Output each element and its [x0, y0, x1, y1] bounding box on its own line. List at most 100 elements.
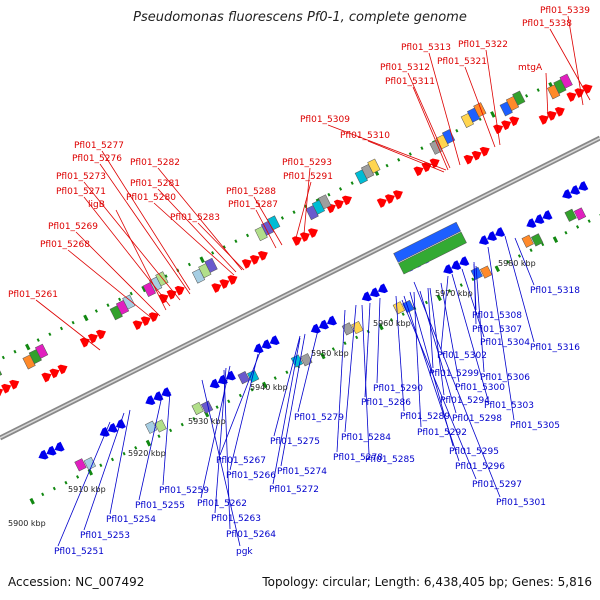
upper-tick — [385, 163, 389, 168]
reverse-gene-leader — [273, 335, 301, 437]
topology-text: Topology: circular; Length: 6,438,405 bp… — [262, 575, 592, 589]
forward-gene-leader — [83, 181, 181, 301]
feature-block-upper — [318, 194, 332, 210]
reverse-gene-leader — [344, 304, 357, 433]
reverse-gene-label: Pfl01_5263 — [211, 514, 261, 524]
upper-tick — [94, 309, 98, 313]
gene-labels: 5900 kbp 5910 kbp 5920 kbp 5930 kbp 5940 kbp… — [8, 6, 590, 557]
reverse-gene-leader — [214, 367, 227, 514]
reverse-gene-arrow — [369, 287, 380, 298]
forward-gene-arrow — [9, 379, 20, 390]
reverse-gene-label: Pfl01_5275 — [270, 437, 320, 447]
reverse-gene-arrow — [253, 343, 264, 354]
upper-tick — [245, 233, 250, 238]
forward-gene-leader — [99, 163, 191, 295]
map-tracks — [0, 15, 600, 547]
lower-tick — [541, 242, 545, 247]
reverse-gene-arrow — [107, 423, 118, 433]
feature-block-upper — [122, 294, 136, 310]
reverse-gene-arrow — [269, 335, 280, 346]
lower-tick — [471, 277, 475, 282]
reverse-gene-arrow — [578, 181, 589, 191]
reverse-gene-label: Pfl01_5295 — [449, 447, 499, 457]
forward-gene-leader — [255, 209, 277, 249]
forward-gene-leader — [153, 202, 235, 276]
reverse-gene-leader — [138, 395, 163, 501]
scale-label: 5950 kbp — [311, 349, 349, 358]
reverse-gene-leader — [401, 299, 477, 480]
forward-gene-arrow — [463, 154, 474, 165]
forward-gene-arrow — [376, 198, 387, 208]
scale-label: 5900 kbp — [8, 519, 46, 528]
forward-gene-leader — [295, 181, 312, 239]
reverse-gene-label: Pfl01_5251 — [54, 547, 104, 557]
scale-label: 5940 kbp — [250, 383, 288, 392]
reverse-gene-leader — [336, 309, 346, 453]
forward-gene-arrow — [501, 120, 512, 131]
reverse-gene-label: Pfl01_5306 — [480, 373, 530, 383]
lower-tick — [41, 492, 45, 497]
forward-gene-arrow — [227, 275, 238, 285]
forward-gene-arrow — [140, 316, 151, 326]
forward-gene-label: Pfl01_5268 — [40, 240, 90, 250]
forward-gene-leader — [567, 15, 584, 106]
reverse-gene-label: Pfl01_5318 — [530, 286, 580, 296]
forward-gene-arrow — [421, 162, 432, 173]
forward-gene-arrow — [249, 255, 260, 265]
forward-gene-leader — [367, 140, 445, 173]
reverse-gene-label: Pfl01_5274 — [277, 467, 327, 477]
feature-block-lower — [237, 371, 250, 385]
forward-gene-arrow — [148, 312, 159, 322]
reverse-gene-label: Pfl01_5308 — [472, 311, 522, 321]
reverse-gene-label: Pfl01_5297 — [472, 480, 522, 490]
reverse-gene-label: Pfl01_5300 — [455, 383, 505, 393]
reverse-gene-label: Pfl01_5264 — [226, 530, 276, 540]
reverse-gene-label: Pfl01_5303 — [484, 401, 534, 411]
forward-gene-arrow — [554, 107, 565, 117]
reverse-gene-leader — [229, 353, 259, 471]
reverse-gene-label: Pfl01_5294 — [440, 396, 490, 406]
reverse-gene-label: Pfl01_5316 — [530, 343, 580, 353]
forward-gene-arrow — [333, 199, 344, 210]
reverse-gene-label: Pfl01_5259 — [159, 486, 209, 496]
reverse-gene-label: Pfl01_5286 — [361, 398, 411, 408]
reverse-gene-arrow — [542, 210, 553, 220]
lower-tick — [576, 225, 580, 229]
forward-gene-leader — [428, 52, 461, 166]
reverse-gene-arrow — [46, 445, 57, 456]
lower-tick — [494, 265, 500, 273]
forward-gene-label: Pfl01_5261 — [8, 290, 58, 300]
reverse-gene-leader — [429, 287, 445, 396]
forward-gene-arrow — [49, 368, 60, 379]
feature-block-lower — [154, 419, 167, 433]
reverse-gene-leader — [361, 304, 370, 455]
lower-tick — [145, 439, 152, 447]
reverse-gene-arrow — [38, 449, 49, 460]
upper-tick — [25, 343, 31, 351]
forward-gene-leader — [157, 167, 243, 271]
upper-tick — [71, 320, 75, 325]
forward-gene-arrow — [384, 194, 395, 204]
forward-gene-arrow — [299, 232, 310, 242]
reverse-gene-arrow — [318, 319, 329, 330]
reverse-gene-label: Pfl01_5285 — [365, 455, 415, 465]
forward-gene-label: Pfl01_5313 — [401, 43, 451, 53]
reverse-gene-leader — [223, 369, 231, 530]
reverse-gene-leader — [83, 412, 125, 531]
lower-tick — [552, 236, 559, 244]
lower-tick — [320, 352, 326, 360]
lower-tick — [262, 381, 268, 389]
upper-tick — [490, 111, 496, 118]
upper-tick — [280, 216, 284, 220]
forward-gene-arrow — [257, 251, 268, 261]
reverse-gene-label: Pfl01_5299 — [429, 369, 479, 379]
lower-tick — [517, 254, 522, 258]
reverse-gene-leader — [272, 337, 301, 485]
reverse-gene-arrow — [54, 441, 65, 452]
reverse-gene-arrow — [526, 218, 537, 228]
upper-tick — [292, 210, 296, 214]
lower-tick — [134, 446, 138, 450]
forward-gene-label: Pfl01_5271 — [56, 187, 106, 197]
upper-tick — [338, 187, 343, 191]
forward-gene-leader — [35, 299, 101, 351]
